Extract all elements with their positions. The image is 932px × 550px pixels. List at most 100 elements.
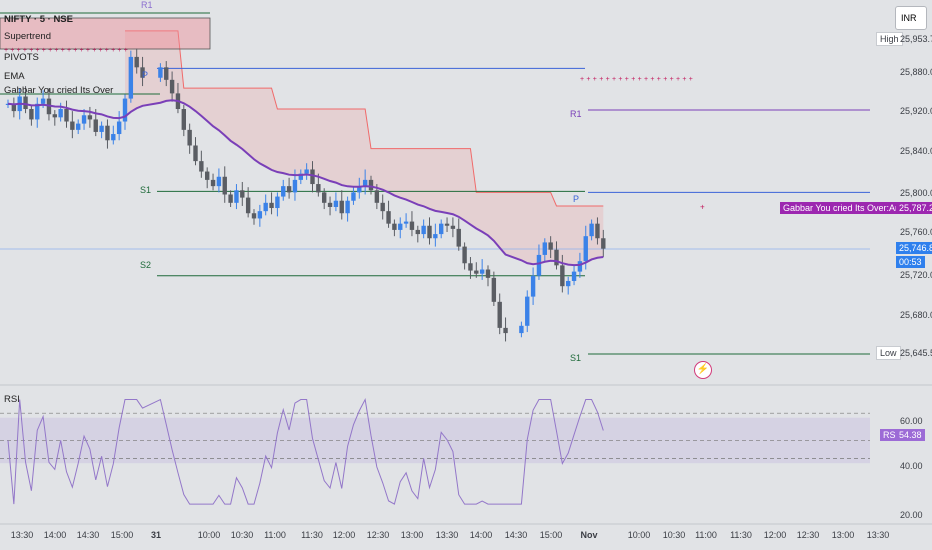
candle-body [298,173,303,180]
candle-body [339,200,344,214]
supertrend-legend[interactable]: Supertrend [4,31,52,42]
supertrend-marker: + [682,76,686,83]
candle-body [380,202,385,212]
candle-body [566,280,571,287]
candle-body [116,121,122,135]
time-axis-label: 14:30 [504,530,528,540]
candle-body [52,114,57,118]
candle-body [93,119,98,132]
supertrend-marker: + [644,76,648,83]
candle-body [245,197,251,214]
price-axis-label: 25,800.00 [900,188,932,198]
candle-body [392,223,397,230]
anchor-legend[interactable]: Gabbar You cried Its Over [4,85,114,96]
supertrend-marker: + [86,47,90,54]
time-axis-label: 15:00 [539,530,563,540]
supertrend-marker: + [111,47,115,54]
candle-body [99,125,104,132]
candle-body [70,121,75,130]
time-axis-label: 14:00 [469,530,493,540]
candle-body [415,229,420,235]
supertrend-line [125,30,604,207]
time-axis-label: 11:00 [695,530,717,540]
pivot-s1-right-label: S1 [570,353,582,363]
candle-body [530,275,536,297]
time-axis-label: 10:00 [197,530,221,540]
candle-body [560,265,565,287]
time-axis-label: 11:30 [730,530,752,540]
supertrend-marker: + [663,76,667,83]
price-axis-label: 25,680.00 [900,310,932,320]
candle-body [362,179,368,187]
supertrend-marker: + [618,76,622,83]
time-axis-label: 10:30 [230,530,254,540]
candle-body [105,125,110,141]
candle-body [122,98,128,122]
pivot-p-right-label: P [573,194,580,204]
time-axis-label: 12:00 [763,530,787,540]
candle-body [292,179,298,193]
candle-body [228,194,233,203]
candle-body [577,261,583,272]
ema-legend[interactable]: EMA [4,71,25,82]
candle-body [479,269,485,274]
candle-body [199,161,204,172]
candle-body [554,249,559,266]
lightning-event-icon[interactable]: ⚡ [694,361,712,379]
supertrend-marker: + [61,47,65,54]
time-axis-label: 13:30 [866,530,890,540]
candle-body [251,213,257,219]
time-axis-label: 10:00 [627,530,651,540]
supertrend-marker: + [73,47,77,54]
time-axis-label: 14:30 [76,530,100,540]
time-axis-label: 12:00 [332,530,356,540]
currency-selector[interactable]: INR [895,6,927,30]
supertrend-marker: + [586,76,590,83]
time-axis-label: 11:00 [264,530,286,540]
candle-body [519,325,524,334]
candle-body [427,225,432,239]
candle-body [29,109,34,120]
candle-body [503,327,508,334]
rsi-axis-label: 60.00 [900,416,923,426]
supertrend-marker: + [670,76,674,83]
candle-body [210,179,216,187]
rsi-axis-label: 20.00 [900,510,923,520]
pivots-legend[interactable]: PIVOTS [4,52,39,63]
candle-body [263,202,268,212]
supertrend-legend-box [0,17,211,50]
supertrend-marker: + [99,47,103,54]
supertrend-marker: + [10,47,14,54]
candle-body [571,271,577,281]
candle-body [187,129,192,146]
supertrend-marker: + [117,47,121,54]
candle-body [40,98,46,104]
supertrend-marker: + [29,47,33,54]
time-axis-label: 14:00 [43,530,67,540]
supertrend-marker: + [54,47,58,54]
price-axis-label: 25,760.00 [900,227,932,237]
time-axis-label: 15:00 [110,530,134,540]
candle-body [525,296,530,326]
time-axis-label: 10:30 [662,530,686,540]
candle-body [169,79,175,94]
supertrend-marker: + [92,47,96,54]
candle-body [398,223,403,230]
rsi-title[interactable]: RSI [4,394,20,405]
supertrend-marker: + [4,47,8,54]
candle-body [485,269,491,278]
candle-body [327,202,333,207]
candle-body [269,202,274,209]
rsi-tag-value: 54.38 [896,429,925,441]
time-axis-label: 11:30 [301,530,323,540]
candle-body [589,223,594,237]
pivot-s1-left-label: S1 [140,185,152,195]
candle-body [181,109,186,130]
candle-body [345,200,350,214]
symbol-title[interactable]: NIFTY · 5 · NSE [4,14,73,25]
low-tag-value: 25,645.50 [900,348,932,358]
high-tag-value: 25,953.75 [900,34,932,44]
candle-body [11,103,17,112]
